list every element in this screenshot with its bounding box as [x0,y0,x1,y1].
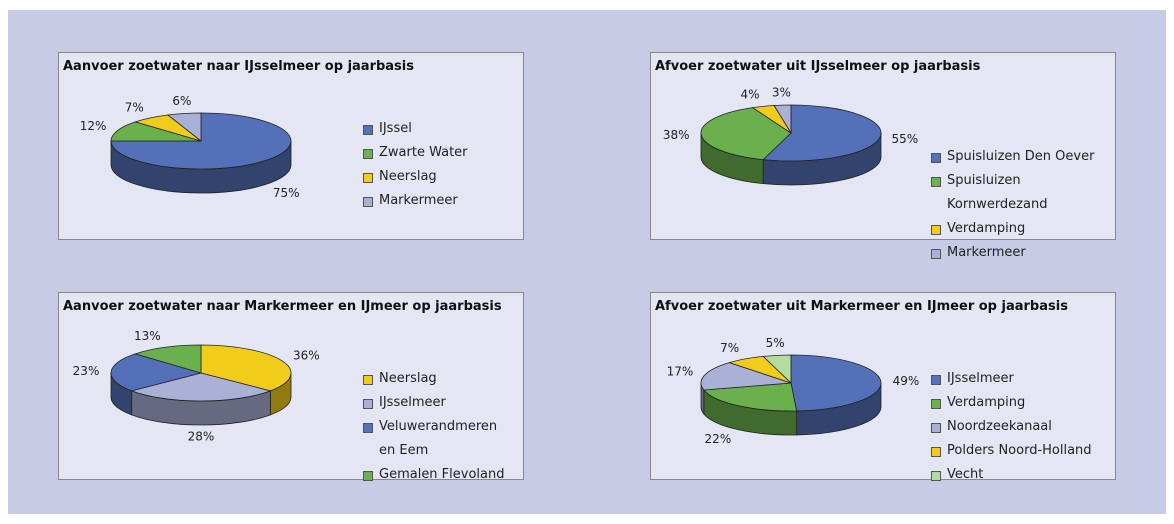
data-label: 38% [663,128,690,142]
legend-item: IJsselmeer [931,367,1111,391]
legend-swatch [931,153,941,163]
legend-item: Veluwerandmeren en Eem [363,415,513,463]
legend-label: Verdamping [947,395,1026,410]
legend-label: Neerslag [379,169,437,184]
legend-swatch [931,225,941,235]
slice [200,344,292,392]
legend-label: Veluwerandmeren en Eem [379,419,498,458]
data-label: 3% [772,86,791,100]
chart-panel: 75% 12% 7% 6% Aanvoer zoetwater naar IJsselm… [58,52,524,240]
legend-swatch [363,149,373,159]
legend-label: Noordzeekanaal [947,419,1052,434]
legend-swatch [363,125,373,135]
data-label: 6% [172,94,191,108]
legend-item: Zwarte Water [363,141,513,165]
legend-label: Spuisluizen Den Oever [947,149,1095,164]
chart-panel: 55% 38% 4% 3% Afvoer zoetwater uit IJsselmee… [650,52,1116,260]
legend: Spuisluizen Den Oever Spuisluizen Kornwer… [931,145,1096,265]
slice [700,362,792,391]
slice [134,344,202,374]
slice [110,353,203,392]
pie-chart: 75% 12% 7% 6% [80,94,300,200]
slice [703,382,798,412]
chart-title: Aanvoer zoetwater naar Markermeer en IJm… [63,299,502,314]
data-label: 55% [891,132,918,146]
data-label: 13% [134,329,161,343]
legend-swatch [363,471,373,481]
legend: Neerslag IJsselmeer Veluwerandmeren en Eem… [363,367,513,487]
data-label: 75% [273,186,300,200]
legend-item: Neerslag [363,165,513,189]
legend-label: Neerslag [379,371,437,386]
chart-title: Afvoer zoetwater uit IJsselmeer op jaarb… [655,59,981,74]
slice [790,354,882,412]
legend: IJsselmeer Verdamping Noordzeekanaal Polder… [931,367,1111,487]
legend-item: Spuisluizen Den Oever [931,145,1096,169]
legend-label: Vecht [947,467,984,482]
legend-swatch [931,471,941,481]
data-label: 36% [293,348,320,362]
legend-item: Neerslag [363,367,513,391]
data-label: 28% [188,430,215,444]
legend-label: Verdamping [947,221,1026,236]
chart-title: Aanvoer zoetwater naar IJsselmeer op jaa… [63,59,414,74]
legend-item: Markermeer [363,189,513,213]
slice [700,107,792,161]
legend-item: Verdamping [931,391,1111,415]
legend-label: Gemalen Flevoland [379,467,505,482]
data-label: 7% [720,341,739,355]
data-label: 49% [893,374,920,388]
legend-label: Zwarte Water [379,145,468,160]
chart-panel: 36% 28% 23% 13% Aanvoer zoetwater naar Marke… [58,292,524,482]
chart-panel: 49% 22% 17% 7% 5% Afvoer zoetwater uit Marker… [650,292,1116,482]
legend-item: Verdamping [931,217,1096,241]
legend-label: Markermeer [947,245,1026,260]
legend: IJssel Zwarte Water Neerslag Markermeer [363,117,513,213]
legend-item: Noordzeekanaal [931,415,1111,439]
data-label: 12% [80,119,107,133]
slice [762,104,882,162]
legend-swatch [931,375,941,385]
pie-chart: 49% 22% 17% 7% 5% [667,336,920,446]
slice [166,112,202,142]
page: 75% 12% 7% 6% Aanvoer zoetwater naar IJsselm… [8,10,1166,514]
data-label: 5% [766,336,785,350]
legend-label: IJsselmeer [379,395,446,410]
legend-swatch [931,447,941,457]
legend-item: Vecht [931,463,1111,487]
legend-swatch [931,399,941,409]
pie-chart: 36% 28% 23% 13% [73,329,320,444]
legend-swatch [931,177,941,187]
slice [130,372,272,402]
data-label: 17% [667,364,694,378]
legend-item: Polders Noord-Holland [931,439,1111,463]
data-label: 22% [705,432,732,446]
legend-label: Spuisluizen Kornwerdezand [947,173,1048,212]
legend-item: Markermeer [931,241,1096,265]
legend-swatch [363,399,373,409]
legend-item: Gemalen Flevoland [363,463,513,487]
data-label: 23% [73,364,100,378]
legend-swatch [931,249,941,259]
legend-item: IJsselmeer [363,391,513,415]
data-label: 7% [125,100,144,114]
legend-label: IJssel [379,121,412,136]
chart-title: Afvoer zoetwater uit Markermeer en IJmee… [655,299,1068,314]
data-label: 4% [741,87,760,101]
legend-swatch [363,423,373,433]
slice [762,354,792,384]
legend-item: IJssel [363,117,513,141]
legend-swatch [931,423,941,433]
slice [773,104,792,135]
legend-swatch [363,173,373,183]
legend-swatch [363,197,373,207]
legend-label: IJsselmeer [947,371,1014,386]
slice [110,121,202,142]
legend-swatch [363,375,373,385]
legend-label: Markermeer [379,193,458,208]
legend-label: Polders Noord-Holland [947,443,1092,458]
pie-chart: 55% 38% 4% 3% [663,86,918,186]
legend-item: Spuisluizen Kornwerdezand [931,169,1096,217]
